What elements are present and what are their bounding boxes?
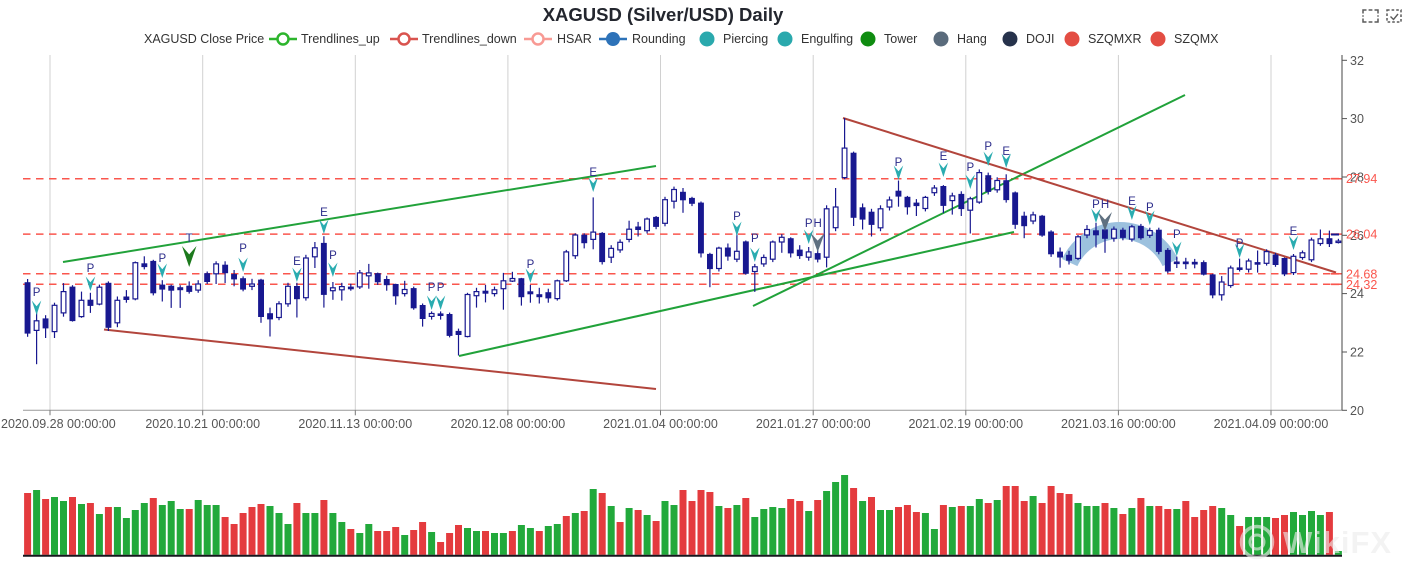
svg-text:P: P xyxy=(329,250,337,262)
svg-text:H: H xyxy=(814,218,822,230)
svg-text:SZQMXR: SZQMXR xyxy=(1088,32,1141,46)
svg-text:SZQMX: SZQMX xyxy=(1174,32,1219,46)
svg-text:30: 30 xyxy=(1350,112,1364,126)
svg-text:E: E xyxy=(320,207,328,219)
svg-text:22: 22 xyxy=(1350,346,1364,360)
svg-text:24.32: 24.32 xyxy=(1346,278,1377,292)
svg-text:H: H xyxy=(1101,199,1109,211)
svg-text:2021.01.27 00:00:00: 2021.01.27 00:00:00 xyxy=(756,417,871,431)
svg-text:P: P xyxy=(1092,199,1100,211)
svg-text:XAGUSD Close Price: XAGUSD Close Price xyxy=(144,32,264,46)
svg-text:P: P xyxy=(1146,202,1154,214)
svg-text:P: P xyxy=(158,253,166,265)
svg-text:P: P xyxy=(87,263,95,275)
svg-text:Trendlines_up: Trendlines_up xyxy=(301,32,380,46)
svg-text:2021.01.04 00:00:00: 2021.01.04 00:00:00 xyxy=(603,417,718,431)
svg-text:P: P xyxy=(805,218,813,230)
svg-text:2021.04.09 00:00:00: 2021.04.09 00:00:00 xyxy=(1214,417,1329,431)
svg-text:2020.09.28 00:00:00: 2020.09.28 00:00:00 xyxy=(1,417,116,431)
svg-text:2020.12.08 00:00:00: 2020.12.08 00:00:00 xyxy=(451,417,566,431)
svg-text:E: E xyxy=(1128,196,1136,208)
svg-text:P: P xyxy=(239,243,247,255)
svg-text:Hang: Hang xyxy=(957,32,987,46)
svg-text:P: P xyxy=(437,282,445,294)
svg-text:Tower: Tower xyxy=(884,32,917,46)
svg-text:Trendlines_down: Trendlines_down xyxy=(422,32,517,46)
svg-text:E: E xyxy=(1002,146,1010,158)
svg-text:26.04: 26.04 xyxy=(1346,228,1377,242)
svg-text:E: E xyxy=(1290,226,1298,238)
svg-text:26: 26 xyxy=(1350,229,1364,243)
svg-text:Engulfing: Engulfing xyxy=(801,32,853,46)
svg-text:P: P xyxy=(33,287,41,299)
svg-text:P: P xyxy=(966,162,974,174)
svg-text:2020.10.21 00:00:00: 2020.10.21 00:00:00 xyxy=(145,417,260,431)
svg-text:24: 24 xyxy=(1350,287,1364,301)
svg-text:E: E xyxy=(940,151,948,163)
svg-text:P: P xyxy=(1236,238,1244,250)
svg-text:T: T xyxy=(186,233,193,245)
svg-text:P: P xyxy=(984,141,992,153)
svg-text:Piercing: Piercing xyxy=(723,32,768,46)
svg-text:P: P xyxy=(751,233,759,245)
svg-text:20: 20 xyxy=(1350,404,1364,418)
svg-text:DOJI: DOJI xyxy=(1026,32,1054,46)
svg-text:27.94: 27.94 xyxy=(1346,172,1377,186)
svg-text:2021.02.19 00:00:00: 2021.02.19 00:00:00 xyxy=(908,417,1023,431)
svg-text:2021.03.16 00:00:00: 2021.03.16 00:00:00 xyxy=(1061,417,1176,431)
svg-text:32: 32 xyxy=(1350,54,1364,68)
svg-text:P: P xyxy=(733,211,741,223)
svg-text:2020.11.13 00:00:00: 2020.11.13 00:00:00 xyxy=(298,417,412,431)
svg-text:24.68: 24.68 xyxy=(1346,267,1377,281)
svg-text:WikiFX: WikiFX xyxy=(1283,525,1392,560)
svg-text:28: 28 xyxy=(1350,171,1364,185)
svg-text:HSAR: HSAR xyxy=(557,32,592,46)
svg-text:P: P xyxy=(1173,229,1181,241)
svg-text:P: P xyxy=(428,282,436,294)
svg-text:E: E xyxy=(293,256,301,268)
svg-text:P: P xyxy=(895,157,903,169)
svg-text:P: P xyxy=(527,259,535,271)
svg-text:Rounding: Rounding xyxy=(632,32,686,46)
svg-text:XAGUSD (Silver/USD) Daily: XAGUSD (Silver/USD) Daily xyxy=(543,4,784,25)
svg-text:E: E xyxy=(589,167,597,179)
